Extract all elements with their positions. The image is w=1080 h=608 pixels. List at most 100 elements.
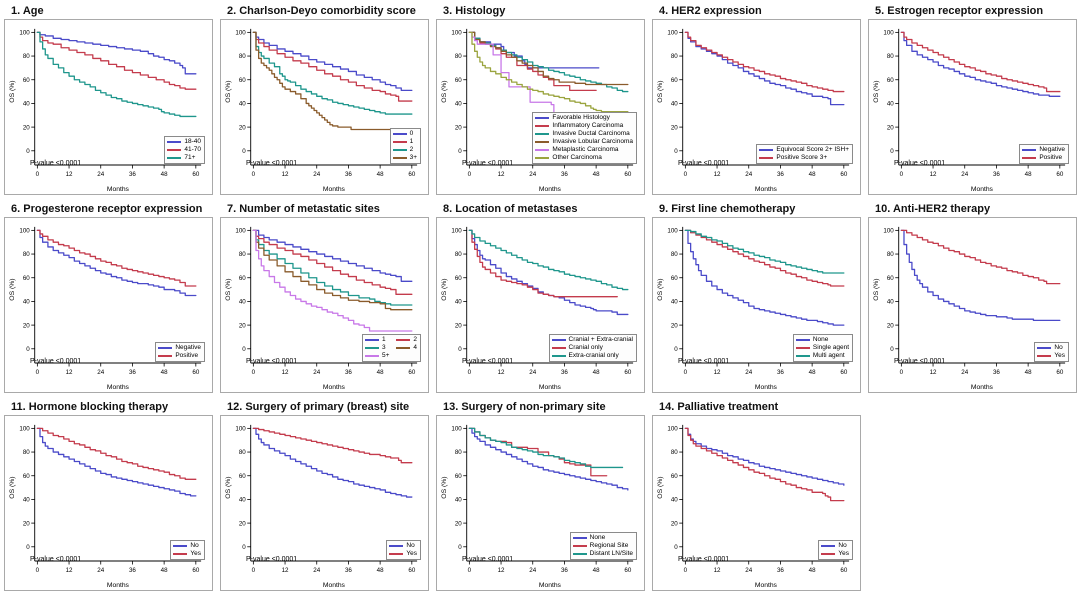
axis-text: 0 [900,369,904,376]
legend-item: 1 [364,336,389,344]
legend-line-swatch [1037,355,1052,357]
legend-item: No [389,542,417,550]
x-axis-label: Months [755,384,778,391]
y-axis-label: OS (%) [225,476,232,498]
km-curve-no [684,427,845,486]
km-panel-5: 5. Estrogen receptor expression 0 20 40 60 80… [868,4,1077,195]
pvalue-text: P-value <0.0001 [462,556,514,563]
axis-text: 40 [239,497,246,504]
km-curve-positive [36,229,197,287]
km-panel-8: 8. Location of metastases 0 20 40 60 80 100 0 12… [436,202,645,393]
axis-text: 100 [451,30,462,37]
axis-text: 48 [161,567,168,574]
plot-area: 0 20 40 60 80 100 0 12 24 36 48 60 OS (%) Months P-val… [436,19,645,195]
plot-area: 0 20 40 60 80 100 0 12 24 36 48 60 OS (%) Months P-val… [436,217,645,393]
km-curve-none [684,229,845,326]
legend-line-swatch [396,339,411,341]
legend-item: None [795,336,849,344]
legend-item: Yes [173,550,201,558]
axis-text: 100 [19,228,30,235]
x-axis-label: Months [755,582,778,589]
axis-text: 60 [192,567,199,574]
axis-text: 24 [97,369,104,376]
axis-text: 80 [887,251,894,258]
axis-text: 24 [961,171,968,178]
legend-item: Equivocal Score 2+ ISH+ [759,146,849,154]
axis-text: 36 [345,369,352,376]
legend-box: Equivocal Score 2+ ISH+ Positive Score 3+ [756,144,853,164]
x-axis-label: Months [539,582,562,589]
legend-line-swatch [364,339,379,341]
legend-item: 4 [396,344,417,352]
km-curve-no [36,427,197,497]
panel-title: 4. HER2 expression [659,5,762,17]
legend-label: Extra-cranial only [568,352,619,359]
km-curve-1 [252,229,413,282]
legend-item: No [821,542,849,550]
axis-text: 40 [23,497,30,504]
panel-title: 11. Hormone blocking therapy [11,401,169,413]
km-panel-7: 7. Number of metastatic sites 0 20 40 60 80 10… [220,202,429,393]
legend-item: Positive Score 3+ [759,154,849,162]
legend-label: No [838,542,847,549]
pvalue-text: P-value <0.0001 [894,358,946,365]
legend-item: Yes [821,550,849,558]
plot-area: 0 20 40 60 80 100 0 12 24 36 48 60 OS (%) Months P-val… [4,19,213,195]
legend-label: Negative [1039,146,1065,153]
axis-text: 60 [887,77,894,84]
km-curve-18-40 [36,31,197,75]
axis-text: 0 [26,148,30,155]
axis-text: 20 [23,520,30,527]
x-axis-label: Months [539,384,562,391]
km-curve-3 [252,229,413,306]
km-curve-multi-agent [684,229,845,274]
axis-text: 80 [887,53,894,60]
legend-line-swatch [173,545,188,547]
legend-line-swatch [173,553,188,555]
axis-text: 12 [66,567,73,574]
axis-text: 80 [671,53,678,60]
panel-title: 2. Charlson-Deyo comorbidity score [227,5,416,17]
axis-text: 36 [993,369,1000,376]
pvalue-text: P-value <0.0001 [894,160,946,167]
axis-text: 0 [674,148,678,155]
km-curve-1 [252,31,413,102]
legend-label: Equivocal Score 2+ ISH+ [776,146,849,153]
legend-box: No Yes [1034,342,1069,362]
plot-area: 0 20 40 60 80 100 0 12 24 36 48 60 OS (%) Months P-val… [652,217,861,393]
legend-label: Inflammatory Carcinoma [552,122,624,129]
axis-text: 48 [593,567,600,574]
y-axis-label: OS (%) [441,80,448,102]
axis-text: 0 [900,171,904,178]
axis-text: 12 [714,369,721,376]
x-axis-label: Months [755,186,778,193]
axis-text: 36 [777,369,784,376]
axis-text: 20 [455,322,462,329]
pvalue-text: P-value <0.0001 [678,160,730,167]
axis-text: 40 [239,299,246,306]
axis-text: 80 [455,251,462,258]
km-panel-3: 3. Histology 0 20 40 60 80 100 0 12 24 36 48 60 OS (%… [436,4,645,195]
axis-text: 48 [809,171,816,178]
legend-label: None [812,336,829,343]
pvalue-text: P-value <0.0001 [30,358,82,365]
legend-line-swatch [392,157,407,159]
axis-text: 60 [671,473,678,480]
legend-line-swatch [535,125,550,127]
axis-text: 60 [624,171,631,178]
axis-text: 36 [993,171,1000,178]
axis-text: 40 [455,101,462,108]
axis-text: 0 [890,346,894,353]
axis-text: 0 [36,171,40,178]
legend-line-swatch [572,537,587,539]
axis-text: 0 [252,171,256,178]
legend-box: No Yes [386,540,421,560]
axis-text: 36 [345,567,352,574]
legend-label: Distant LN/Site [589,550,633,557]
axis-text: 80 [239,53,246,60]
axis-text: 80 [23,449,30,456]
